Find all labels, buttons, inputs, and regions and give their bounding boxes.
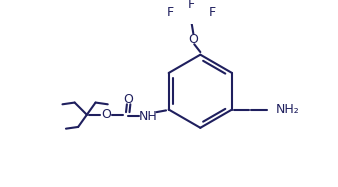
Text: O: O	[189, 33, 198, 45]
Text: NH₂: NH₂	[275, 103, 299, 116]
Text: F: F	[167, 6, 174, 19]
Text: NH: NH	[138, 110, 157, 123]
Text: O: O	[101, 108, 111, 121]
Text: F: F	[209, 6, 216, 19]
Text: F: F	[188, 0, 195, 11]
Text: O: O	[124, 93, 134, 106]
